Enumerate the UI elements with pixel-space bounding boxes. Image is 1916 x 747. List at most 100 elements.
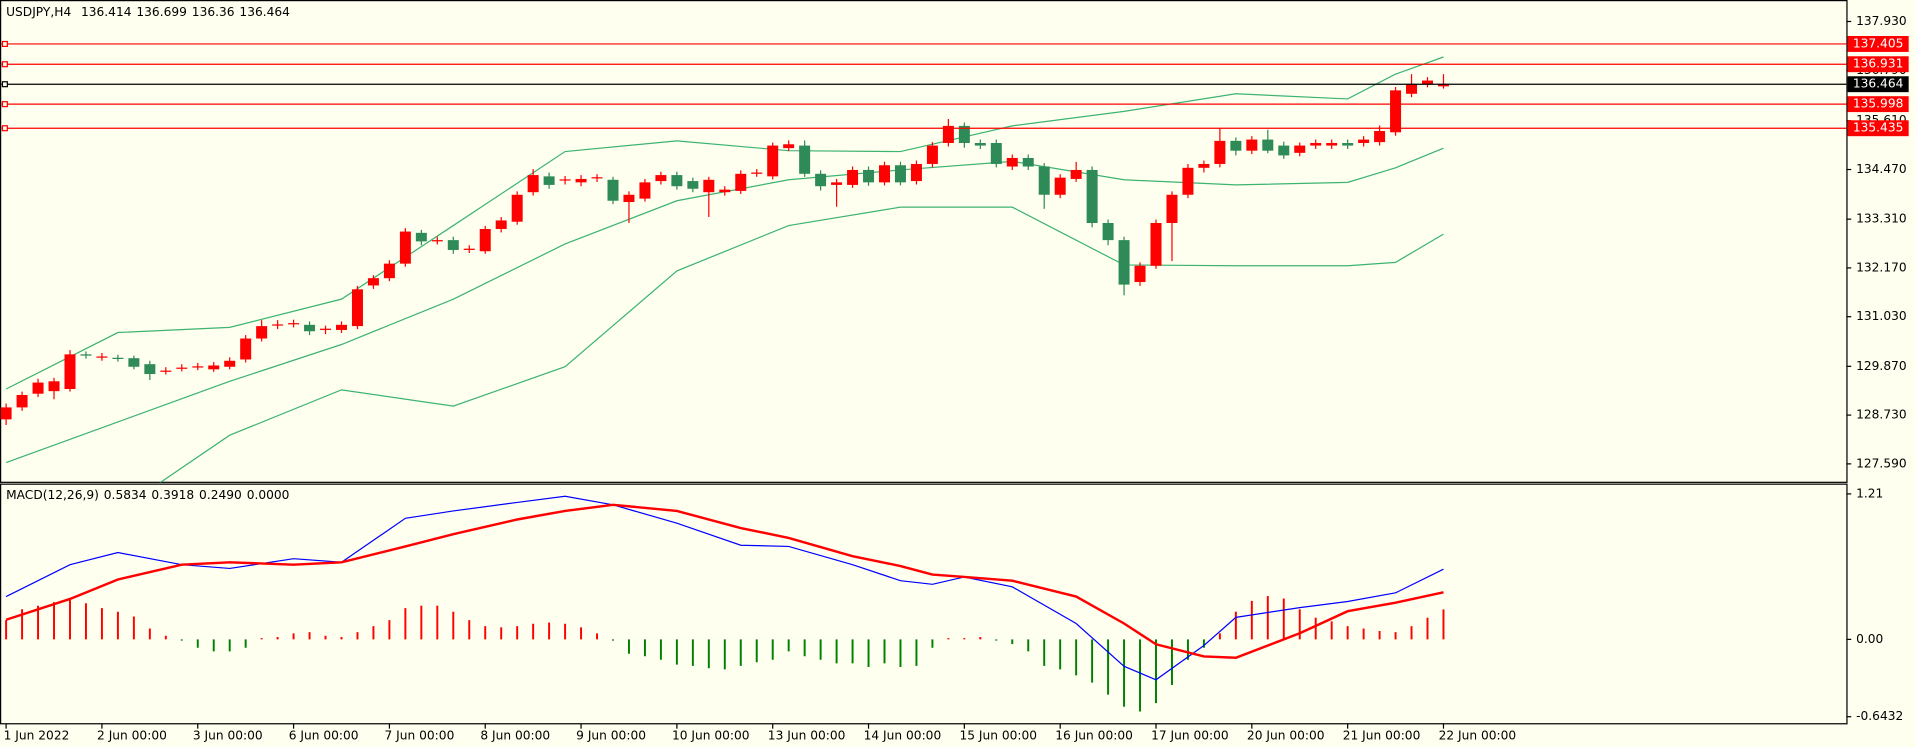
candle-body bbox=[224, 360, 236, 367]
candle-body bbox=[575, 178, 587, 183]
candle-body bbox=[272, 324, 284, 326]
candle-body bbox=[831, 182, 843, 185]
candle-body bbox=[958, 125, 970, 143]
level-handle bbox=[1, 40, 8, 48]
x-tick-label: 1 Jun 2022 bbox=[4, 728, 70, 742]
x-tick-label: 10 Jun 00:00 bbox=[672, 728, 750, 742]
main-header: USDJPY,H4 136.414 136.699 136.36 136.464 bbox=[6, 5, 290, 19]
candle-body bbox=[735, 173, 747, 191]
y-tick-label: 132.170 bbox=[1856, 260, 1907, 274]
main-frame bbox=[0, 0, 1848, 483]
candle-body bbox=[879, 165, 890, 183]
candle-body bbox=[1038, 166, 1050, 195]
candle-body bbox=[783, 144, 795, 149]
candle-body bbox=[80, 354, 92, 356]
candle-body bbox=[1118, 240, 1130, 285]
candle-body bbox=[351, 289, 363, 327]
candle-body bbox=[639, 182, 651, 199]
candle-body bbox=[431, 240, 443, 242]
candle-body bbox=[1342, 142, 1354, 146]
candle-body bbox=[1214, 140, 1226, 164]
y-tick-label: -0.6432 bbox=[1856, 709, 1903, 723]
candle-body bbox=[1358, 139, 1370, 143]
candle-body bbox=[1230, 140, 1242, 151]
candle-body bbox=[1294, 145, 1306, 153]
current-price-handle bbox=[1, 81, 8, 88]
candle-body bbox=[32, 382, 44, 394]
level-label: 137.405 bbox=[1853, 36, 1904, 50]
candle-body bbox=[399, 231, 411, 264]
candle-body bbox=[1166, 194, 1178, 223]
x-tick-label: 20 Jun 00:00 bbox=[1247, 728, 1325, 742]
level-label: 135.435 bbox=[1853, 121, 1904, 135]
candle-body bbox=[1422, 80, 1434, 84]
symbol: USDJPY,H4 bbox=[6, 5, 71, 19]
candle-body bbox=[894, 165, 906, 183]
candle-body bbox=[1310, 142, 1322, 146]
candle-body bbox=[1374, 131, 1386, 143]
ohlc-close: 136.464 bbox=[239, 5, 290, 19]
candle-body bbox=[256, 326, 268, 339]
candle-body bbox=[1437, 84, 1449, 87]
ohlc-low: 136.36 bbox=[192, 5, 235, 19]
y-tick-label: 128.730 bbox=[1856, 408, 1907, 422]
candle-body bbox=[926, 145, 938, 164]
macd-title: MACD(12,26,9) bbox=[6, 488, 99, 502]
candle-body bbox=[1326, 142, 1338, 146]
candle-body bbox=[543, 176, 555, 185]
candle-body bbox=[607, 179, 619, 201]
x-tick-label: 14 Jun 00:00 bbox=[864, 728, 942, 742]
x-tick-label: 13 Jun 00:00 bbox=[768, 728, 846, 742]
level-label-box bbox=[1847, 56, 1909, 73]
level-label: 136.931 bbox=[1853, 57, 1904, 71]
candle-body bbox=[799, 145, 811, 174]
ohlc-high: 136.699 bbox=[136, 5, 187, 19]
y-tick-label: 129.870 bbox=[1856, 359, 1907, 373]
candle-body bbox=[383, 263, 395, 279]
candle-body bbox=[48, 381, 60, 392]
candle-body bbox=[751, 172, 763, 174]
candle-body bbox=[1086, 169, 1098, 223]
x-tick-label: 15 Jun 00:00 bbox=[959, 728, 1037, 742]
x-tick-label: 21 Jun 00:00 bbox=[1343, 728, 1421, 742]
candle-body bbox=[511, 194, 523, 222]
candle-body bbox=[847, 169, 859, 185]
candle-body bbox=[240, 338, 252, 360]
y-tick-label: 1.21 bbox=[1856, 486, 1883, 500]
candle-body bbox=[1070, 169, 1082, 179]
x-tick-label: 3 Jun 00:00 bbox=[193, 728, 263, 742]
candle-body bbox=[815, 173, 827, 187]
y-tick-label: 137.930 bbox=[1856, 14, 1907, 28]
candle-body bbox=[671, 175, 683, 187]
candle-body bbox=[144, 364, 156, 375]
candle-body bbox=[703, 179, 715, 193]
x-tick-label: 8 Jun 00:00 bbox=[480, 728, 550, 742]
candle-body bbox=[623, 194, 635, 203]
candle-body bbox=[320, 328, 332, 330]
candle-body bbox=[96, 356, 108, 358]
candle-body bbox=[192, 366, 204, 368]
x-tick-label: 9 Jun 00:00 bbox=[576, 728, 646, 742]
candle-body bbox=[288, 323, 300, 325]
x-tick-label: 7 Jun 00:00 bbox=[385, 728, 455, 742]
signal-line bbox=[5, 503, 1444, 659]
candle-body bbox=[910, 163, 922, 182]
x-tick-label: 6 Jun 00:00 bbox=[289, 728, 359, 742]
candle-body bbox=[1006, 157, 1018, 167]
candle-body bbox=[990, 142, 1002, 164]
candle-body bbox=[942, 125, 954, 143]
candle-body bbox=[335, 324, 347, 330]
candle-body bbox=[415, 232, 427, 242]
candle-body bbox=[863, 169, 875, 183]
candle-body bbox=[1150, 222, 1162, 266]
candle-body bbox=[304, 324, 316, 332]
level-label-box bbox=[1847, 120, 1909, 137]
macd-value: 0.5834 bbox=[104, 488, 147, 502]
candle-body bbox=[1262, 139, 1274, 151]
x-tick-label: 16 Jun 00:00 bbox=[1055, 728, 1133, 742]
candle-body bbox=[367, 278, 379, 286]
candle-body bbox=[559, 179, 571, 181]
candle-body bbox=[719, 189, 731, 193]
y-tick-label: 131.030 bbox=[1856, 309, 1907, 323]
band-middle bbox=[5, 147, 1444, 464]
